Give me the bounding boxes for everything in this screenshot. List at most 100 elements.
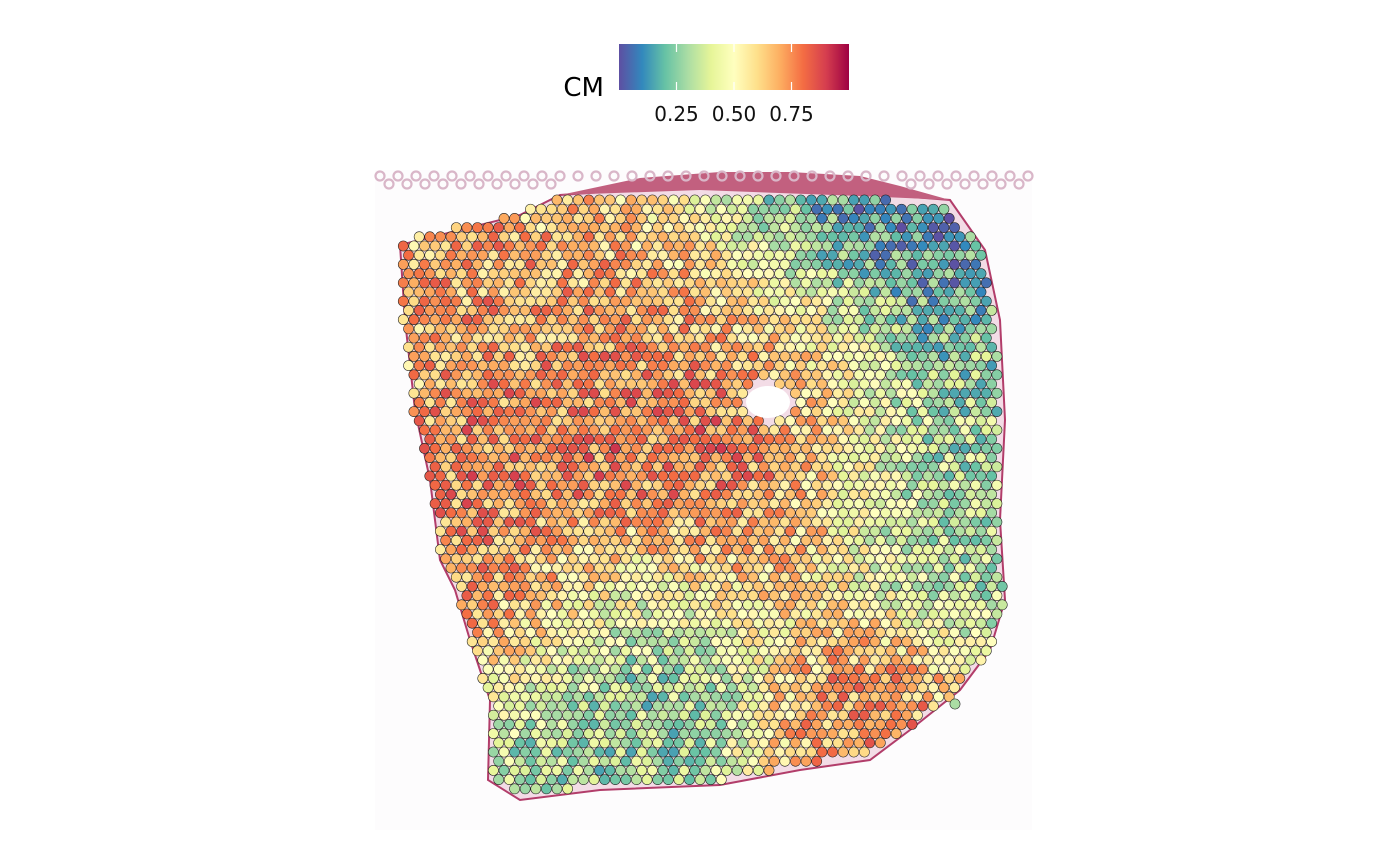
- spot: [594, 489, 605, 500]
- spot: [710, 525, 722, 537]
- spot: [668, 452, 679, 463]
- spot: [832, 479, 844, 491]
- spot: [705, 774, 717, 785]
- spot: [631, 387, 642, 399]
- spot: [853, 700, 865, 712]
- spot: [890, 507, 902, 519]
- spot: [927, 406, 939, 417]
- spot: [864, 516, 876, 528]
- spot: [774, 746, 785, 758]
- spot: [594, 378, 605, 390]
- spot: [615, 489, 626, 500]
- spot: [541, 783, 552, 795]
- spot: [583, 525, 595, 537]
- spot: [588, 295, 600, 307]
- spot: [705, 682, 717, 693]
- spot: [832, 240, 844, 252]
- spot: [519, 673, 531, 684]
- spot: [445, 470, 457, 482]
- spot: [843, 663, 854, 675]
- spot: [493, 700, 505, 712]
- spot: [970, 277, 982, 289]
- spot: [668, 507, 679, 519]
- spot: [721, 489, 732, 500]
- spot: [641, 498, 653, 509]
- spot: [742, 452, 754, 463]
- spot: [795, 452, 807, 463]
- spot: [519, 323, 531, 335]
- spot: [546, 719, 558, 730]
- spot: [763, 654, 775, 666]
- spot: [758, 295, 770, 307]
- spot: [472, 645, 483, 657]
- spot: [832, 571, 844, 583]
- spot: [493, 351, 505, 362]
- spot: [556, 719, 568, 730]
- spot: [943, 360, 955, 371]
- spot: [615, 673, 626, 684]
- spot: [912, 691, 923, 703]
- spot: [896, 498, 907, 509]
- spot: [403, 249, 414, 261]
- spot: [774, 433, 785, 445]
- spot: [901, 249, 913, 261]
- spot: [784, 286, 796, 298]
- spot: [572, 765, 584, 776]
- spot: [986, 378, 997, 390]
- spot: [599, 351, 611, 362]
- spot: [419, 259, 430, 270]
- spot: [890, 654, 902, 666]
- spot: [556, 240, 568, 252]
- spot: [864, 535, 876, 546]
- spot: [541, 673, 552, 684]
- spot: [731, 544, 743, 555]
- spot: [790, 553, 801, 565]
- spot: [583, 765, 595, 776]
- spot: [901, 433, 913, 445]
- spot: [525, 461, 536, 473]
- spot: [848, 581, 860, 592]
- spot: [413, 397, 425, 408]
- spot: [705, 461, 717, 473]
- spot: [503, 627, 515, 638]
- spot: [821, 719, 833, 730]
- spot: [583, 617, 595, 629]
- spot: [710, 581, 722, 592]
- spot: [678, 489, 690, 500]
- spot: [864, 295, 876, 307]
- spot: [461, 259, 473, 270]
- spot: [954, 525, 966, 537]
- spot: [509, 323, 520, 335]
- spot: [758, 443, 770, 454]
- spot: [933, 249, 944, 261]
- spot: [668, 341, 679, 353]
- spot: [959, 663, 971, 675]
- spot: [800, 737, 812, 749]
- spot: [594, 581, 605, 592]
- spot: [726, 259, 738, 270]
- spot: [551, 231, 563, 243]
- spot: [975, 507, 987, 519]
- spot: [397, 277, 409, 289]
- spot: [477, 286, 489, 298]
- spot: [413, 231, 425, 243]
- spot: [906, 369, 918, 381]
- spot: [869, 323, 881, 335]
- spot: [652, 535, 664, 546]
- spot: [768, 700, 780, 712]
- spot: [636, 249, 648, 261]
- spot: [482, 571, 494, 583]
- spot: [811, 240, 823, 252]
- spot: [488, 728, 499, 739]
- spot: [689, 194, 701, 206]
- spot: [747, 663, 759, 675]
- spot: [922, 544, 934, 555]
- spot: [721, 452, 732, 463]
- spot: [927, 608, 939, 620]
- spot: [742, 341, 754, 353]
- spot: [594, 599, 605, 611]
- spot: [912, 507, 923, 519]
- spot: [551, 305, 563, 316]
- spot: [949, 222, 960, 233]
- spot: [790, 627, 801, 638]
